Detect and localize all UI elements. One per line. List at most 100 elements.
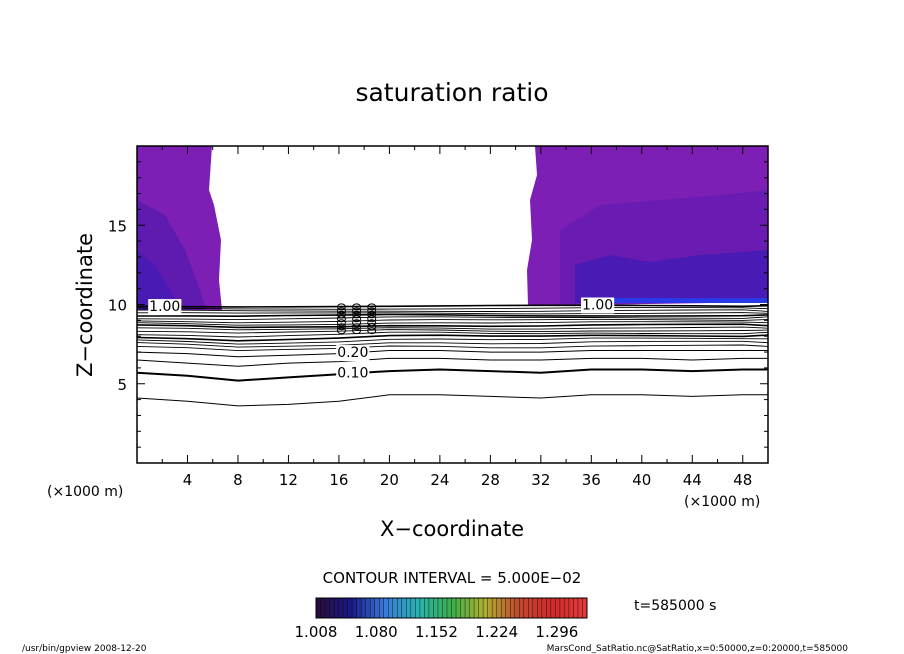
contour-line bbox=[137, 350, 768, 358]
contour-loop bbox=[367, 323, 377, 331]
x-tick-label: 32 bbox=[531, 471, 550, 489]
colorbar-segment bbox=[460, 598, 466, 618]
colorbar-segment bbox=[564, 598, 570, 618]
x-tick-label: 44 bbox=[683, 471, 702, 489]
colorbar-segment bbox=[379, 598, 385, 618]
contour-line bbox=[137, 357, 768, 367]
contour-line-dense bbox=[137, 321, 768, 326]
contour-line-dense bbox=[137, 316, 768, 321]
colorbar-segment bbox=[316, 598, 321, 618]
colorbar-segment bbox=[356, 598, 362, 618]
colorbar-segment bbox=[469, 598, 475, 618]
contour-loop bbox=[352, 307, 362, 315]
x-tick-label: 40 bbox=[632, 471, 651, 489]
contour-line-dense bbox=[137, 313, 768, 318]
contour-loop bbox=[336, 311, 346, 319]
colorbar-frame bbox=[315, 597, 588, 619]
dense-contour-lines bbox=[137, 303, 768, 352]
colorbar-tick-label: 1.152 bbox=[415, 623, 458, 641]
colorbar-segment bbox=[361, 598, 366, 618]
contour-label-bg bbox=[581, 297, 615, 314]
colorbar-segment bbox=[478, 598, 484, 618]
contour-line-dense bbox=[137, 309, 768, 312]
contour-line-dense bbox=[137, 323, 768, 329]
colorbar-segment bbox=[573, 598, 579, 618]
contour-line-dense bbox=[137, 340, 768, 348]
contour-loop bbox=[367, 311, 377, 319]
contour-line-dense bbox=[137, 331, 768, 338]
colorbar-segment bbox=[347, 598, 353, 618]
contour-line-dense bbox=[137, 344, 768, 352]
y-tick-label: 10 bbox=[108, 297, 127, 315]
contour-line-dense bbox=[137, 337, 768, 345]
colorbar-tick-label: 1.224 bbox=[475, 623, 518, 641]
colorbar-segment bbox=[343, 598, 348, 618]
colorbar-tick-label: 1.008 bbox=[295, 623, 338, 641]
colorbar-segment bbox=[501, 598, 506, 618]
colorbar-segment bbox=[442, 598, 448, 618]
contour-loop bbox=[367, 307, 377, 315]
colorbar-segment bbox=[415, 598, 421, 618]
x-tick-label: 8 bbox=[233, 471, 243, 489]
contour-label-bg bbox=[336, 345, 370, 362]
colorbar-segment bbox=[383, 598, 389, 618]
colorbar-segment bbox=[519, 598, 525, 618]
colorbar-segment bbox=[329, 598, 335, 618]
colorbar-segment bbox=[388, 598, 394, 618]
x-tick-label: 24 bbox=[430, 471, 449, 489]
time-label: t=585000 s bbox=[634, 598, 716, 614]
colorbar-tick-label: 1.080 bbox=[355, 623, 398, 641]
x-tick-label: 36 bbox=[582, 471, 601, 489]
contour-loop bbox=[352, 303, 362, 311]
contour-line-dense bbox=[137, 326, 768, 331]
colorbar-segment bbox=[397, 598, 403, 618]
colorbar-segment bbox=[510, 598, 516, 618]
contour-line-dense bbox=[137, 304, 768, 308]
x-tick-label: 20 bbox=[380, 471, 399, 489]
colorbar-segment bbox=[374, 598, 380, 618]
chart-title: saturation ratio bbox=[355, 78, 548, 107]
contour-label-bg bbox=[336, 365, 370, 382]
x-tick-label: 28 bbox=[481, 471, 500, 489]
fill-left-core bbox=[137, 250, 180, 310]
colorbar-segment bbox=[456, 598, 461, 618]
colorbar-segment bbox=[424, 598, 430, 618]
y-axis-label: Z−coordinate bbox=[73, 233, 97, 377]
contour-loop bbox=[336, 307, 346, 315]
colorbar-segment bbox=[537, 598, 543, 618]
colorbar-segment bbox=[559, 598, 565, 618]
colorbar-segment bbox=[365, 598, 371, 618]
colorbar-segment bbox=[546, 598, 552, 618]
contour-label: 1.00 bbox=[582, 298, 613, 314]
colorbar-tick-labels: 1.008 1.080 1.152 1.224 1.296 bbox=[295, 623, 579, 641]
contour-loop bbox=[367, 315, 377, 323]
contour-interval: CONTOUR INTERVAL = 5.000E−02 bbox=[323, 569, 582, 587]
contour-line-dense bbox=[137, 318, 768, 324]
colorbar-segment bbox=[541, 598, 547, 618]
colorbar-segment bbox=[577, 598, 583, 618]
colorbar-segment bbox=[334, 598, 339, 618]
colorbar-segment bbox=[550, 598, 556, 618]
contour-label: 0.10 bbox=[337, 366, 368, 382]
x-unit-left: (×1000 m) bbox=[47, 484, 123, 500]
contour-line bbox=[137, 394, 768, 407]
colorbar-segment bbox=[392, 598, 398, 618]
contour-loop bbox=[367, 319, 377, 327]
colorbar-segment bbox=[568, 598, 574, 618]
colorbar-segment bbox=[496, 598, 502, 618]
plot-area bbox=[137, 146, 768, 407]
colorbar-segment bbox=[528, 598, 534, 618]
contour-loop bbox=[336, 323, 346, 331]
colorbar-segment bbox=[451, 598, 457, 618]
contour-line-dense bbox=[137, 312, 768, 315]
colorbar bbox=[315, 598, 588, 618]
colorbar-segment bbox=[492, 598, 497, 618]
colorbar-segment bbox=[401, 598, 407, 618]
footer-left: /usr/bin/gpview 2008-12-20 bbox=[22, 644, 147, 654]
contour-loop bbox=[367, 303, 377, 311]
contour-loop bbox=[352, 311, 362, 319]
contour-line-dense bbox=[137, 334, 768, 342]
colorbar-segment bbox=[555, 598, 561, 618]
x-tick-label: 16 bbox=[329, 471, 348, 489]
